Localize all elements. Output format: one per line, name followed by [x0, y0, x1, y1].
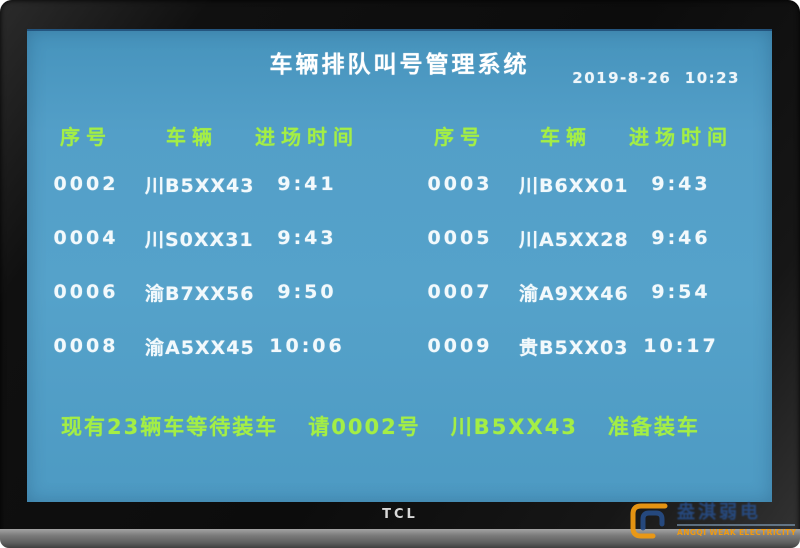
watermark-en-text: ANGQI WEAK ELECTRICITY	[677, 527, 797, 537]
watermark-divider	[677, 523, 795, 526]
time-cell: 10:06	[269, 335, 345, 357]
column-header-serial: 序号	[434, 125, 486, 149]
vehicle-cell: 川S0XX31	[145, 228, 254, 251]
column-header-vehicle: 车辆	[166, 125, 218, 149]
serial-cell: 0002	[53, 173, 119, 195]
vehicle-cell: 川B6XX01	[519, 174, 629, 197]
queue-display-screen: 车辆排队叫号管理系统 2019-8-26 10:23 序号 车辆 进场时间 00…	[27, 29, 772, 502]
call-status-line: 现有23辆车等待装车 请0002号 川B5XX43 准备装车	[61, 411, 700, 441]
watermark: 盎淇弱电 ANGQI WEAK ELECTRICITY	[626, 493, 798, 547]
tv-brand-logo: TCL	[382, 507, 418, 522]
page-title: 车辆排队叫号管理系统	[269, 52, 530, 78]
time-cell: 9:43	[277, 227, 337, 249]
time-cell: 9:54	[651, 281, 711, 303]
vehicle-cell: 渝A9XX46	[519, 282, 629, 305]
time-cell: 9:41	[277, 173, 337, 195]
called-plate-text: 川B5XX43	[450, 415, 578, 439]
datetime-display: 2019-8-26 10:23	[572, 69, 740, 87]
serial-cell: 0008	[53, 335, 119, 357]
column-header-entry-time: 进场时间	[255, 125, 359, 149]
vehicle-cell: 渝A5XX45	[145, 336, 255, 359]
watermark-cn-text: 盎淇弱电	[677, 502, 761, 524]
angqi-swirl-icon	[630, 503, 668, 539]
serial-cell: 0004	[53, 227, 119, 249]
vehicle-cell: 川A5XX28	[519, 228, 629, 251]
table-body: 0003 川B6XX01 9:43 0005 川A5XX28 9:46 0007…	[401, 157, 771, 373]
called-number-text: 请0002号	[308, 415, 421, 439]
table-row: 0002 川B5XX43 9:41	[27, 157, 387, 211]
table-row: 0009 贵B5XX03 10:17	[401, 319, 771, 373]
table-row: 0003 川B6XX01 9:43	[401, 157, 771, 211]
column-header-vehicle: 车辆	[540, 125, 592, 149]
time-cell: 9:46	[651, 227, 711, 249]
tv-stand-bar	[0, 529, 800, 548]
time-cell: 9:43	[651, 173, 711, 195]
watermark-text: 盎淇弱电 ANGQI WEAK ELECTRICITY	[677, 503, 797, 537]
serial-cell: 0003	[427, 173, 493, 195]
table-row: 0007 渝A9XX46 9:54	[401, 265, 771, 319]
table-header-row: 序号 车辆 进场时间	[401, 121, 771, 150]
serial-cell: 0005	[427, 227, 493, 249]
table-row: 0005 川A5XX28 9:46	[401, 211, 771, 265]
serial-cell: 0009	[427, 335, 493, 357]
vehicle-cell: 川B5XX43	[145, 174, 255, 197]
serial-cell: 0006	[53, 281, 119, 303]
table-row: 0006 渝B7XX56 9:50	[27, 265, 387, 319]
table-row: 0004 川S0XX31 9:43	[27, 211, 387, 265]
vehicle-cell: 贵B5XX03	[519, 336, 629, 359]
ready-load-text: 准备装车	[607, 415, 700, 439]
table-header-row: 序号 车辆 进场时间	[27, 121, 387, 150]
serial-cell: 0007	[427, 281, 493, 303]
time-cell: 9:50	[277, 281, 337, 303]
vehicle-cell: 渝B7XX56	[145, 282, 255, 305]
table-row: 0008 渝A5XX45 10:06	[27, 319, 387, 373]
column-header-entry-time: 进场时间	[629, 125, 733, 149]
table-body: 0002 川B5XX43 9:41 0004 川S0XX31 9:43 0006…	[27, 157, 387, 373]
time-cell: 10:17	[643, 335, 719, 357]
waiting-count-text: 现有23辆车等待装车	[61, 415, 279, 439]
column-header-serial: 序号	[60, 125, 112, 149]
